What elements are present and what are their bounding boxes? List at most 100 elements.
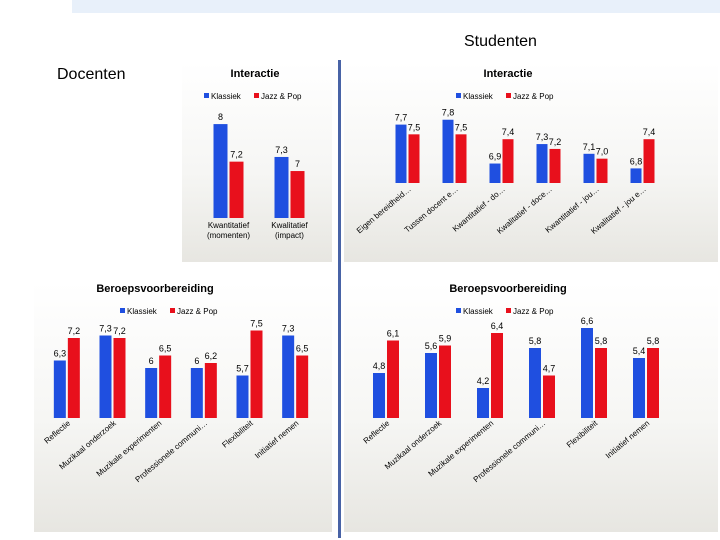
bar-klassiek — [529, 348, 541, 418]
data-label: 7,3 — [275, 145, 288, 155]
data-label: 6,3 — [54, 349, 67, 359]
chart-beroepsvoorbereiding-docenten: Beroepsvoorbereiding Klassiek Jazz & Pop 6,… — [42, 283, 308, 484]
category-label: (momenten) — [207, 231, 250, 240]
bar-jazz-pop — [296, 355, 309, 418]
legend-label: Jazz & Pop — [513, 307, 554, 316]
data-label: 5,8 — [647, 336, 660, 346]
data-label: 6,5 — [159, 344, 172, 354]
page-subtitle: Docenten — [57, 66, 126, 83]
legend-swatch-klassiek — [456, 93, 461, 98]
category-label: Reflectie — [42, 418, 72, 445]
bar-jazz-pop — [387, 340, 399, 418]
bar-klassiek — [581, 328, 593, 418]
data-label: 5,8 — [529, 336, 542, 346]
bar-jazz-pop — [643, 139, 655, 183]
legend-label: Klassiek — [463, 307, 494, 316]
data-label: 7,2 — [549, 137, 562, 147]
bar-klassiek — [274, 156, 289, 218]
bar-jazz-pop — [502, 139, 514, 183]
category-label: Initiatief nemen — [253, 419, 300, 461]
legend-label: Jazz & Pop — [177, 307, 218, 316]
legend-label: Jazz & Pop — [261, 92, 302, 101]
data-label: 4,8 — [373, 361, 386, 371]
bar-jazz-pop — [113, 338, 126, 418]
section-divider — [338, 60, 341, 538]
bar-jazz-pop — [439, 345, 451, 418]
data-label: 6,1 — [387, 329, 400, 339]
data-label: 6 — [194, 356, 199, 366]
data-label: 6,4 — [491, 321, 504, 331]
chart-title: Beroepsvoorbereiding — [449, 283, 566, 295]
bar-klassiek — [99, 335, 112, 418]
category-label: (impact) — [275, 231, 304, 240]
data-label: 7,5 — [250, 319, 263, 329]
data-label: 7,2 — [113, 326, 126, 336]
bar-klassiek — [489, 163, 501, 183]
data-label: 7,1 — [583, 142, 596, 152]
data-label: 8 — [218, 112, 223, 122]
bar-jazz-pop — [229, 161, 244, 218]
bar-klassiek — [442, 119, 454, 183]
data-label: 5,9 — [439, 334, 452, 344]
bar-klassiek — [373, 373, 385, 418]
data-label: 7,8 — [442, 108, 455, 118]
legend-label: Klassiek — [211, 92, 242, 101]
category-label: Flexibiliteit — [565, 418, 600, 449]
bar-klassiek — [630, 168, 642, 183]
data-label: 7,5 — [408, 122, 421, 132]
bar-klassiek — [282, 335, 295, 418]
data-label: 7,2 — [68, 326, 81, 336]
legend-swatch-jazz-pop — [254, 93, 259, 98]
bar-jazz-pop — [159, 355, 172, 418]
legend-swatch-klassiek — [204, 93, 209, 98]
chart-title: Beroepsvoorbereiding — [96, 283, 213, 295]
data-label: 7,5 — [455, 122, 468, 132]
bar-jazz-pop — [250, 330, 263, 418]
bar-klassiek — [536, 144, 548, 183]
legend-label: Klassiek — [463, 92, 494, 101]
data-label: 6 — [149, 356, 154, 366]
bar-klassiek — [213, 124, 228, 218]
legend-swatch-jazz-pop — [506, 93, 511, 98]
top-banner — [72, 0, 720, 13]
chart-title: Interactie — [231, 68, 280, 80]
chart-interactie-docenten: Interactie Klassiek Jazz & Pop 8 7,2 Kwantita… — [204, 68, 309, 240]
bar-jazz-pop — [595, 348, 607, 418]
bar-klassiek — [583, 153, 595, 183]
legend-swatch-klassiek — [120, 308, 125, 313]
data-label: 7,4 — [502, 127, 515, 137]
bar-klassiek — [425, 353, 437, 418]
bar-jazz-pop — [491, 333, 503, 418]
data-label: 6,5 — [296, 344, 309, 354]
data-label: 4,7 — [543, 364, 556, 374]
bar-klassiek — [633, 358, 645, 418]
data-label: 4,2 — [477, 376, 490, 386]
data-label: 7,2 — [230, 150, 243, 160]
data-label: 5,7 — [236, 364, 249, 374]
bar-klassiek — [190, 368, 203, 418]
bar-klassiek — [53, 360, 66, 418]
category-label: Reflectie — [362, 418, 392, 445]
page-title: Studenten — [464, 33, 537, 50]
legend-swatch-jazz-pop — [170, 308, 175, 313]
data-label: 6,6 — [581, 316, 594, 326]
data-label: 7,3 — [99, 324, 112, 334]
data-label: 7 — [295, 159, 300, 169]
data-label: 7,3 — [536, 132, 549, 142]
bar-jazz-pop — [67, 338, 80, 418]
bar-jazz-pop — [543, 375, 555, 418]
bar-klassiek — [145, 368, 158, 418]
chart-title: Interactie — [484, 68, 533, 80]
bar-jazz-pop — [596, 158, 608, 183]
chart-beroepsvoorbereiding-studenten: Beroepsvoorbereiding Klassiek Jazz & Pop 4,… — [362, 283, 660, 484]
data-label: 5,6 — [425, 341, 438, 351]
category-label: Kwantitatief — [208, 221, 250, 230]
data-label: 5,4 — [633, 346, 646, 356]
data-label: 7,3 — [282, 324, 295, 334]
bar-jazz-pop — [204, 363, 217, 418]
category-label: Initiatief nemen — [604, 419, 651, 461]
bar-klassiek — [236, 375, 249, 418]
category-label: Kwalitatief — [271, 221, 308, 230]
